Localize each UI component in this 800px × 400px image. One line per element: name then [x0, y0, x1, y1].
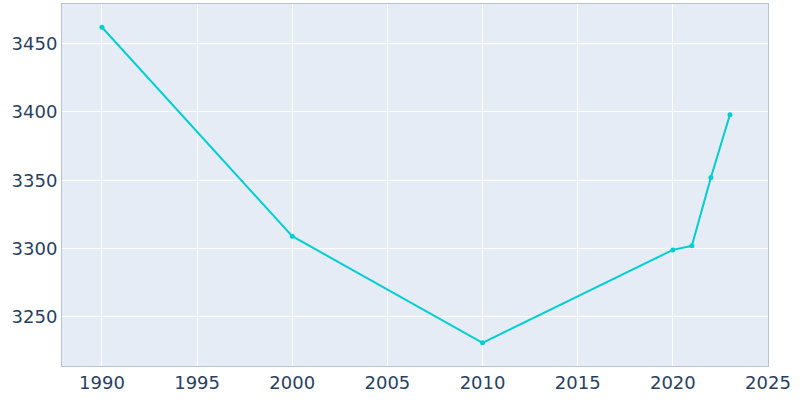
svg-text:2000: 2000	[269, 372, 315, 393]
svg-text:2010: 2010	[460, 372, 506, 393]
svg-text:1995: 1995	[174, 372, 220, 393]
svg-text:2015: 2015	[555, 372, 601, 393]
svg-text:3400: 3400	[12, 101, 58, 122]
svg-text:2005: 2005	[365, 372, 411, 393]
svg-text:3350: 3350	[12, 170, 58, 191]
svg-text:3250: 3250	[12, 306, 58, 327]
svg-text:2020: 2020	[650, 372, 696, 393]
svg-text:3300: 3300	[12, 238, 58, 259]
svg-text:3450: 3450	[12, 33, 58, 54]
svg-text:2025: 2025	[745, 372, 791, 393]
svg-text:1990: 1990	[79, 372, 125, 393]
